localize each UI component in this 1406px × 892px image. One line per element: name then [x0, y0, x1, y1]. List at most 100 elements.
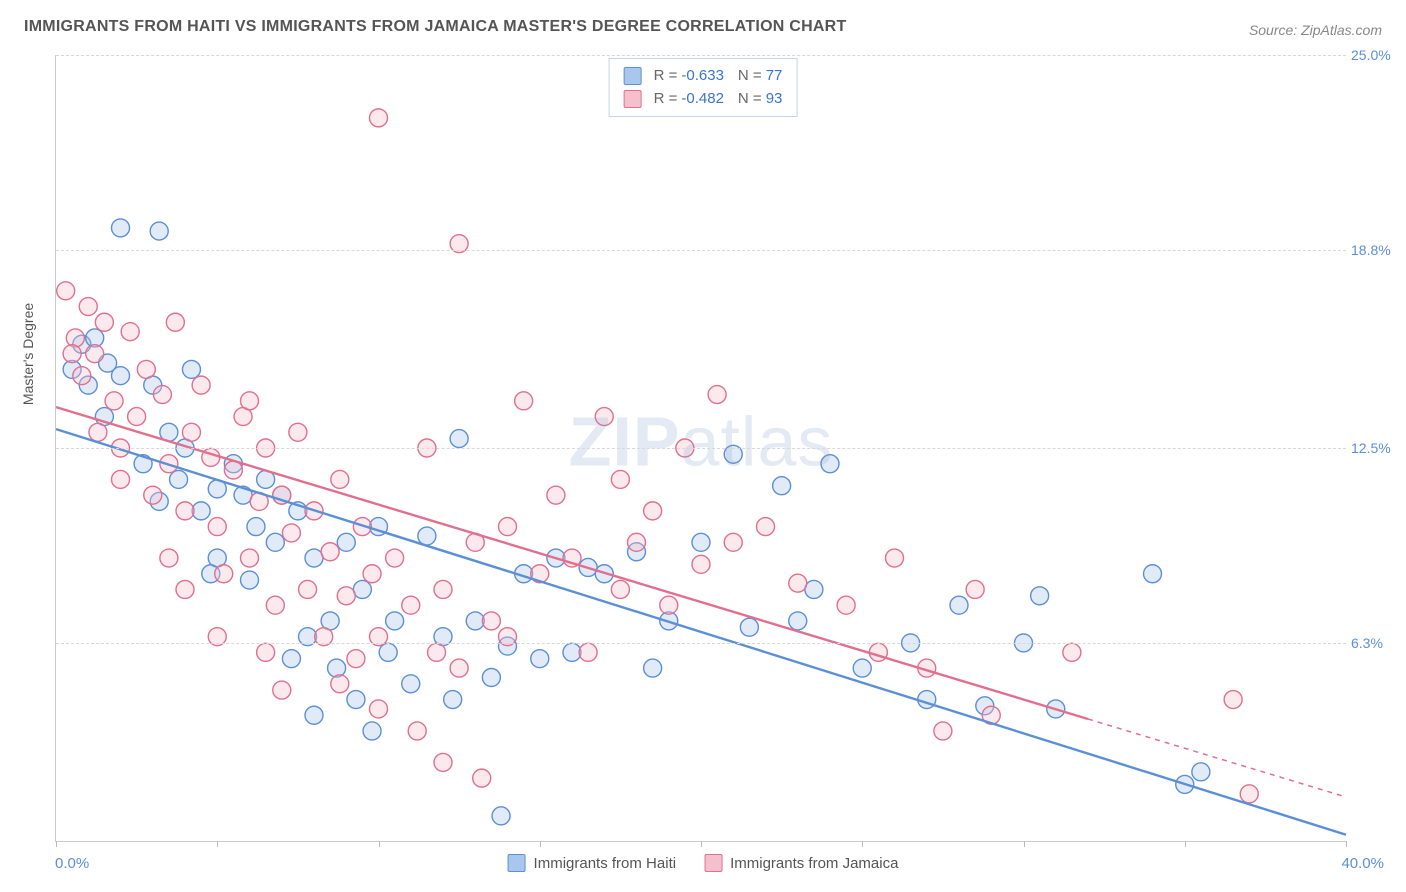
scatter-point	[1224, 691, 1242, 709]
legend-item: Immigrants from Haiti	[508, 854, 677, 872]
scatter-point	[105, 392, 123, 410]
x-tick	[1185, 841, 1186, 847]
scatter-point	[282, 524, 300, 542]
scatter-point	[934, 722, 952, 740]
gridline	[56, 643, 1346, 644]
scatter-point	[418, 527, 436, 545]
legend-label: Immigrants from Haiti	[534, 855, 677, 872]
x-range-max: 40.0%	[1341, 855, 1384, 872]
scatter-point	[1063, 643, 1081, 661]
scatter-point	[370, 700, 388, 718]
legend-swatch	[704, 854, 722, 872]
scatter-point	[182, 360, 200, 378]
scatter-point	[112, 367, 130, 385]
scatter-point	[112, 470, 130, 488]
scatter-point	[492, 807, 510, 825]
scatter-point	[137, 360, 155, 378]
scatter-point	[347, 650, 365, 668]
scatter-point	[353, 580, 371, 598]
scatter-point	[192, 376, 210, 394]
chart-title: IMMIGRANTS FROM HAITI VS IMMIGRANTS FROM…	[24, 18, 847, 36]
y-tick-label: 12.5%	[1351, 440, 1396, 456]
scatter-point	[208, 518, 226, 536]
scatter-point	[160, 549, 178, 567]
scatter-point	[176, 502, 194, 520]
scatter-point	[150, 222, 168, 240]
scatter-point	[57, 282, 75, 300]
scatter-point	[611, 470, 629, 488]
scatter-point	[434, 753, 452, 771]
x-tick	[379, 841, 380, 847]
scatter-point	[724, 533, 742, 551]
scatter-point	[386, 612, 404, 630]
scatter-point	[692, 533, 710, 551]
gridline	[56, 448, 1346, 449]
scatter-point	[595, 408, 613, 426]
scatter-point	[482, 612, 500, 630]
scatter-point	[379, 643, 397, 661]
scatter-point	[515, 392, 533, 410]
r-value: -0.633	[681, 67, 724, 84]
scatter-point	[579, 643, 597, 661]
scatter-point	[192, 502, 210, 520]
scatter-point	[611, 580, 629, 598]
correlation-legend: R =-0.633N =77R =-0.482N =93	[609, 58, 798, 117]
legend-item: Immigrants from Jamaica	[704, 854, 898, 872]
y-tick-label: 25.0%	[1351, 47, 1396, 63]
scatter-point	[644, 502, 662, 520]
scatter-point	[789, 612, 807, 630]
y-tick-label: 6.3%	[1351, 635, 1396, 651]
plot-area: ZIPatlas 25.0%18.8%12.5%6.3%	[55, 55, 1346, 842]
scatter-point	[144, 486, 162, 504]
x-tick	[701, 841, 702, 847]
regression-line-dashed	[1088, 719, 1346, 797]
scatter-point	[1240, 785, 1258, 803]
legend-swatch	[624, 67, 642, 85]
x-tick	[1346, 841, 1347, 847]
scatter-point	[128, 408, 146, 426]
scatter-point	[95, 313, 113, 331]
scatter-point	[499, 518, 517, 536]
scatter-point	[247, 518, 265, 536]
scatter-point	[434, 580, 452, 598]
y-axis-label: Master's Degree	[20, 303, 36, 405]
r-value: -0.482	[681, 90, 724, 107]
scatter-point	[531, 650, 549, 668]
scatter-point	[241, 392, 259, 410]
scatter-point	[628, 533, 646, 551]
scatter-point	[450, 659, 468, 677]
scatter-point	[328, 659, 346, 677]
scatter-point	[473, 769, 491, 787]
scatter-point	[660, 596, 678, 614]
scatter-point	[740, 618, 758, 636]
scatter-point	[363, 722, 381, 740]
n-value: 93	[766, 90, 783, 107]
source-attribution: Source: ZipAtlas.com	[1249, 22, 1382, 38]
x-tick	[540, 841, 541, 847]
scatter-point	[331, 470, 349, 488]
scatter-point	[482, 669, 500, 687]
scatter-point	[182, 423, 200, 441]
scatter-point	[692, 555, 710, 573]
scatter-point	[266, 533, 284, 551]
legend-row: R =-0.633N =77	[624, 65, 783, 88]
legend-swatch	[508, 854, 526, 872]
scatter-point	[428, 643, 446, 661]
scatter-point	[386, 549, 404, 567]
scatter-point	[563, 643, 581, 661]
scatter-point	[1031, 587, 1049, 605]
scatter-point	[241, 549, 259, 567]
x-tick	[1024, 841, 1025, 847]
scatter-point	[321, 543, 339, 561]
scatter-point	[757, 518, 775, 536]
scatter-point	[73, 367, 91, 385]
scatter-point	[257, 643, 275, 661]
scatter-point	[282, 650, 300, 668]
scatter-point	[805, 580, 823, 598]
scatter-point	[153, 386, 171, 404]
scatter-point	[266, 596, 284, 614]
scatter-point	[66, 329, 84, 347]
scatter-point	[444, 691, 462, 709]
series-legend: Immigrants from Haiti Immigrants from Jam…	[508, 854, 899, 872]
n-value: 77	[766, 67, 783, 84]
